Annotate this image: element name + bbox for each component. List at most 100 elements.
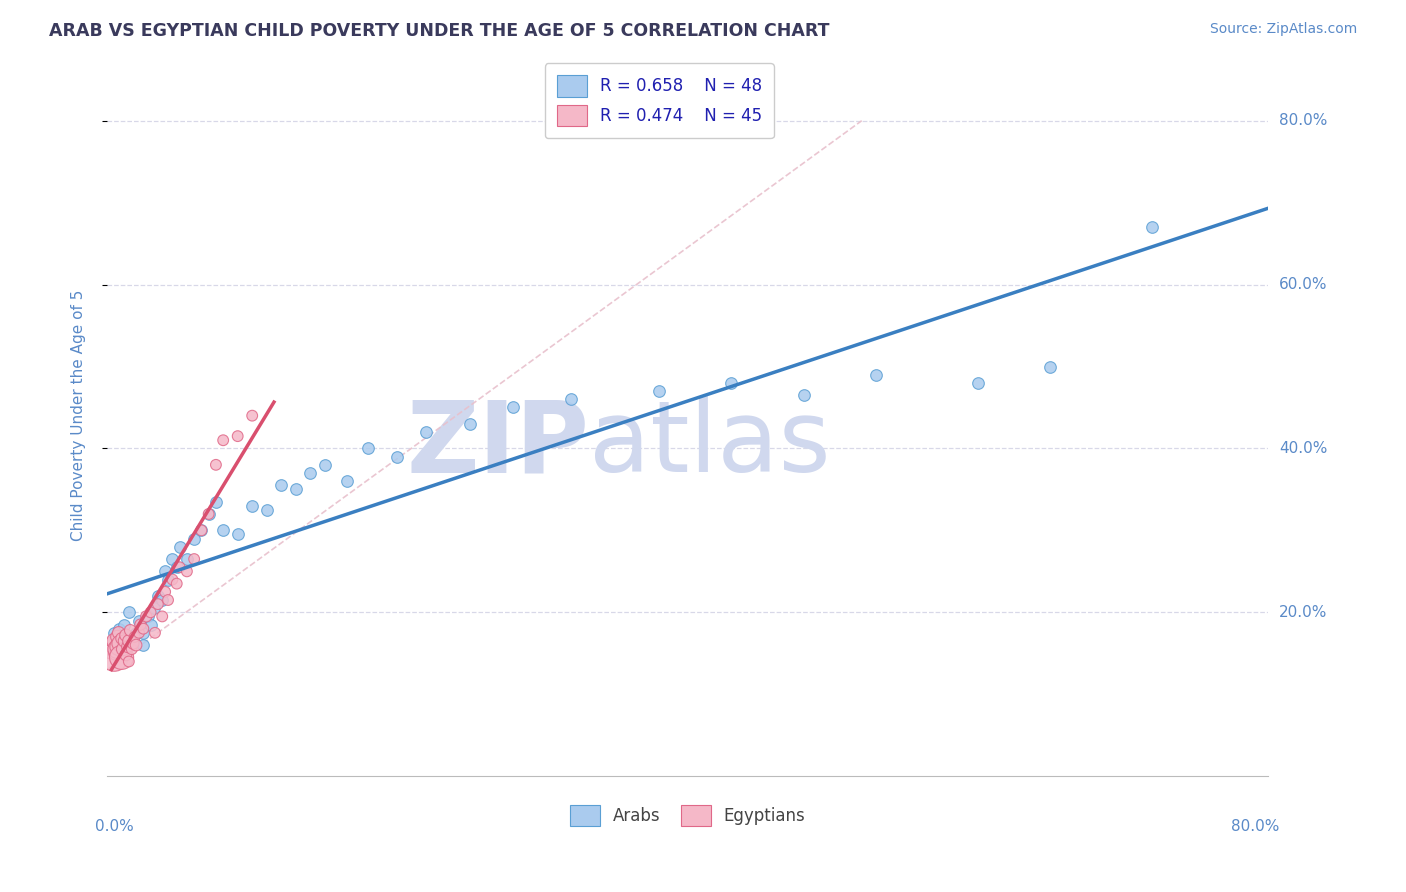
Point [132,638,155,652]
Point [190,524,212,538]
Point [205,494,228,508]
Point [176,552,198,566]
Point [560,392,582,407]
Point [166,560,188,574]
Point [387,450,409,464]
Point [183,532,205,546]
Point [101,638,124,652]
Text: 80.0%: 80.0% [1279,113,1327,128]
Point [169,540,191,554]
Text: Source: ZipAtlas.com: Source: ZipAtlas.com [1209,22,1357,37]
Point [157,593,180,607]
Point [121,642,143,657]
Point [150,593,173,607]
Y-axis label: Child Poverty Under the Age of 5: Child Poverty Under the Age of 5 [72,290,86,541]
Point [226,527,249,541]
Text: ZIP: ZIP [406,396,589,493]
Point [107,640,129,654]
Point [105,642,128,657]
Point [139,617,162,632]
Point [124,630,146,644]
Point [966,376,988,390]
Point [169,560,191,574]
Point [122,634,145,648]
Point [107,625,129,640]
Point [157,573,180,587]
Point [212,524,235,538]
Point [146,589,169,603]
Point [120,624,142,638]
Point [197,507,219,521]
Point [115,648,138,662]
Text: 60.0%: 60.0% [1279,277,1327,292]
Point [166,576,188,591]
Text: 80.0%: 80.0% [1232,820,1279,834]
Point [115,628,138,642]
Point [647,384,669,398]
Point [162,552,184,566]
Point [132,625,155,640]
Point [502,401,524,415]
Point [136,609,159,624]
Point [114,617,136,632]
Point [153,565,176,579]
Point [284,483,307,497]
Point [103,625,125,640]
Point [103,634,125,648]
Point [105,630,128,644]
Point [108,636,131,650]
Text: 20.0%: 20.0% [1279,605,1327,620]
Point [135,609,157,624]
Point [415,425,437,439]
Point [146,597,169,611]
Point [142,601,165,615]
Point [162,573,184,587]
Point [122,636,145,650]
Text: 0.0%: 0.0% [96,820,134,834]
Point [270,478,292,492]
Point [103,650,125,665]
Point [128,614,150,628]
Point [117,640,139,654]
Text: atlas: atlas [589,396,831,493]
Point [865,368,887,382]
Point [793,388,815,402]
Point [1140,220,1163,235]
Point [299,466,322,480]
Point [240,499,263,513]
Point [112,642,135,657]
Point [125,638,148,652]
Point [335,474,357,488]
Point [118,605,141,619]
Point [1039,359,1062,374]
Point [205,458,228,472]
Point [128,625,150,640]
Point [129,617,152,632]
Point [110,632,132,646]
Point [720,376,742,390]
Point [100,642,122,657]
Point [104,646,127,660]
Point [150,609,173,624]
Text: ARAB VS EGYPTIAN CHILD POVERTY UNDER THE AGE OF 5 CORRELATION CHART: ARAB VS EGYPTIAN CHILD POVERTY UNDER THE… [49,22,830,40]
Point [240,409,263,423]
Point [139,605,162,619]
Point [118,655,141,669]
Point [458,417,481,431]
Point [107,622,129,636]
Point [114,634,136,648]
Legend: Arabs, Egyptians: Arabs, Egyptians [562,798,813,833]
Point [197,507,219,521]
Point [176,565,198,579]
Point [153,584,176,599]
Point [256,503,278,517]
Point [190,524,212,538]
Point [110,650,132,665]
Text: 40.0%: 40.0% [1279,441,1327,456]
Point [357,442,380,456]
Point [118,634,141,648]
Point [118,630,141,644]
Point [143,625,166,640]
Point [226,429,249,443]
Point [212,434,235,448]
